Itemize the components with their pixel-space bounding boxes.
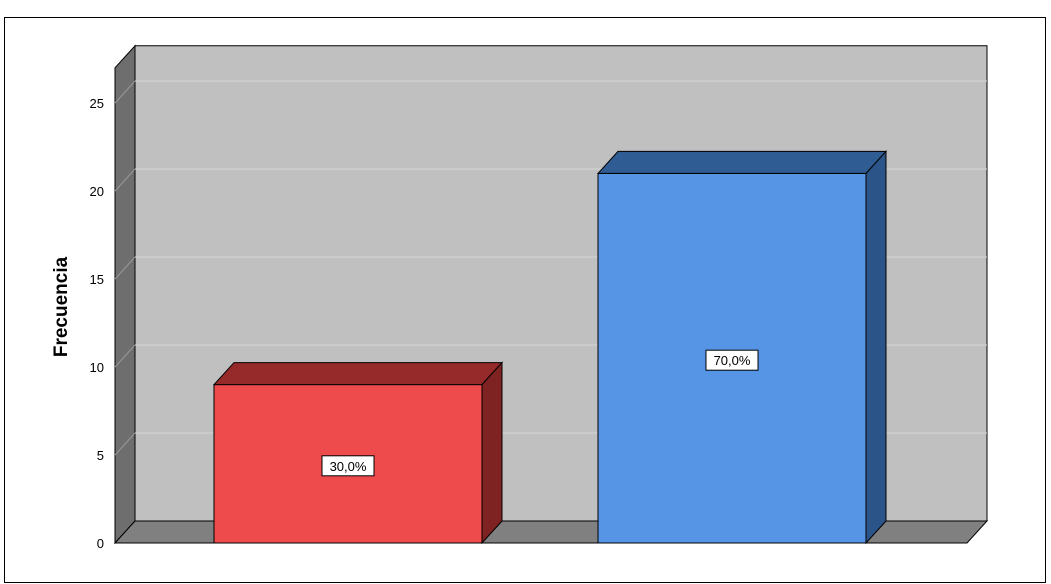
bar-side [865, 150, 887, 545]
y-tick-label: 10 [90, 360, 104, 375]
data-label-box [321, 455, 375, 477]
bar-top [212, 362, 504, 386]
y-axis-ticks: 0 5 10 15 20 25 [90, 96, 104, 551]
grid-line-side [114, 432, 136, 456]
y-tick-label: 15 [90, 272, 104, 287]
bar-70-percent: 70,0% [596, 150, 888, 545]
data-label: 30,0% [330, 459, 367, 474]
grid-line-side [114, 168, 136, 192]
grid-line-side [114, 344, 136, 368]
data-label: 70,0% [714, 353, 751, 368]
bar-side [481, 361, 503, 545]
grid-line-side [114, 256, 136, 280]
y-tick-label: 0 [97, 536, 104, 551]
side-wall [114, 44, 136, 545]
bars: 30,0% 70,0% [212, 150, 888, 545]
y-tick-label: 25 [90, 96, 104, 111]
y-tick-label: 20 [90, 184, 104, 199]
bar-30-percent: 30,0% [212, 361, 504, 545]
data-label-box [705, 349, 759, 371]
grid-line-side [114, 80, 136, 104]
bar-top [596, 150, 888, 174]
y-axis-label: Frecuencia [51, 256, 72, 357]
y-tick-label: 5 [97, 448, 104, 463]
